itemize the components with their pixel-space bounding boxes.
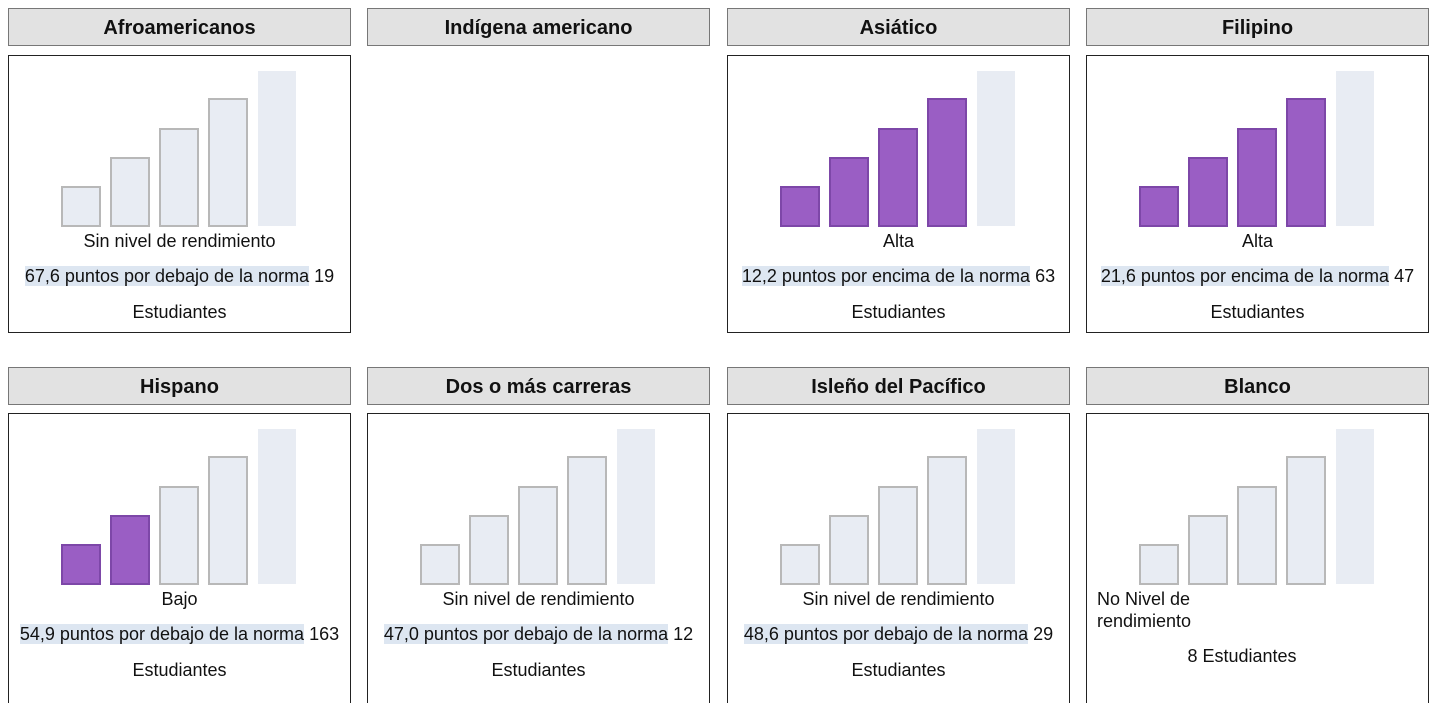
card-body: Alta 21,6 puntos por encima de la norma 4… xyxy=(1086,55,1429,333)
card-body: Alta 12,2 puntos por encima de la norma 6… xyxy=(727,55,1070,333)
gauge-bar xyxy=(208,98,248,227)
card-title: Filipino xyxy=(1086,8,1429,46)
gauge-bar xyxy=(258,429,296,584)
level-label: Sin nivel de rendimiento xyxy=(83,231,276,251)
card-body: No Nivel de rendimiento 8 Estudiantes xyxy=(1086,413,1429,703)
gauge-bar-filled xyxy=(829,157,869,227)
card-text: Alta 12,2 puntos por encima de la norma 6… xyxy=(738,230,1059,330)
card-title: Dos o más carreras xyxy=(367,367,710,405)
gauge-bar xyxy=(977,71,1015,226)
distance-label: 67,6 puntos por debajo de la norma xyxy=(24,266,310,286)
distance-label: 12,2 puntos por encima de la norma xyxy=(741,266,1031,286)
level-gauge xyxy=(420,429,655,585)
gauge-bar xyxy=(780,544,820,585)
level-gauge xyxy=(780,71,1015,227)
gauge-bar xyxy=(208,456,248,585)
detail-text: 47,0 puntos por debajo de la norma 12 Es… xyxy=(378,616,699,688)
card-body: Sin nivel de rendimiento 67,6 puntos por … xyxy=(8,55,351,333)
card-title: Indígena americano xyxy=(367,8,710,46)
student-count: 47 Estudiantes xyxy=(1210,266,1415,322)
gauge-bar xyxy=(420,544,460,585)
card-title: Isleño del Pacífico xyxy=(727,367,1070,405)
card-text: Bajo 54,9 puntos por debajo de la norma 1… xyxy=(19,588,340,688)
level-label: Sin nivel de rendimiento xyxy=(442,589,635,609)
level-gauge xyxy=(1139,71,1374,227)
page: Afroamericanos Sin nivel de rendimiento 67… xyxy=(8,8,1429,703)
level-gauge xyxy=(61,429,296,585)
level-label: No Nivel de rendimiento xyxy=(1097,589,1192,631)
card-body: Sin nivel de rendimiento 48,6 puntos por … xyxy=(727,413,1070,703)
gauge-bar xyxy=(258,71,296,226)
gauge-bar xyxy=(1139,544,1179,585)
level-gauge xyxy=(1139,429,1374,585)
card-text: Sin nivel de rendimiento 67,6 puntos por … xyxy=(19,230,340,330)
student-count: 29 Estudiantes xyxy=(851,624,1054,680)
detail-text: 67,6 puntos por debajo de la norma 19 Es… xyxy=(19,258,340,330)
distance-label: 47,0 puntos por debajo de la norma xyxy=(383,624,669,644)
gauge-bar xyxy=(977,429,1015,584)
student-count: 19 Estudiantes xyxy=(132,266,335,322)
detail-text: 8 Estudiantes xyxy=(1157,638,1327,674)
gauge-bar-filled xyxy=(1286,98,1326,227)
detail-text: 21,6 puntos por encima de la norma 47 Es… xyxy=(1097,258,1418,330)
gauge-bar-filled xyxy=(780,186,820,227)
detail-text: 12,2 puntos por encima de la norma 63 Es… xyxy=(738,258,1059,330)
card-body xyxy=(367,55,710,333)
gauge-bar-filled xyxy=(1139,186,1179,227)
distance-label: 21,6 puntos por encima de la norma xyxy=(1100,266,1390,286)
gauge-bar xyxy=(567,456,607,585)
gauge-bar xyxy=(110,157,150,227)
gauge-bar-filled xyxy=(1237,128,1277,227)
distance-label: 48,6 puntos por debajo de la norma xyxy=(743,624,1029,644)
student-count: 12 Estudiantes xyxy=(491,624,694,680)
card-text: Sin nivel de rendimiento 48,6 puntos por … xyxy=(738,588,1059,688)
gauge-bar xyxy=(61,186,101,227)
gauge-bar xyxy=(159,128,199,227)
gauge-bar xyxy=(1237,486,1277,585)
gauge-bar-filled xyxy=(1188,157,1228,227)
gauge-bar xyxy=(878,486,918,585)
level-label: Bajo xyxy=(161,589,198,609)
card-title: Asiático xyxy=(727,8,1070,46)
student-count: 63 Estudiantes xyxy=(851,266,1056,322)
level-gauge xyxy=(61,71,296,227)
student-count: 163 Estudiantes xyxy=(132,624,340,680)
gauge-bar xyxy=(469,515,509,585)
card-text: No Nivel de rendimiento 8 Estudiantes xyxy=(1097,588,1418,674)
level-label: Sin nivel de rendimiento xyxy=(802,589,995,609)
gauge-bar-filled xyxy=(61,544,101,585)
card-body: Bajo 54,9 puntos por debajo de la norma 1… xyxy=(8,413,351,703)
gauge-bar xyxy=(1336,429,1374,584)
gauge-bar xyxy=(1336,71,1374,226)
card-title: Hispano xyxy=(8,367,351,405)
detail-text: 48,6 puntos por debajo de la norma 29 Es… xyxy=(738,616,1059,688)
card-title: Blanco xyxy=(1086,367,1429,405)
card-body: Sin nivel de rendimiento 47,0 puntos por … xyxy=(367,413,710,703)
student-count: 8 Estudiantes xyxy=(1187,646,1297,666)
gauge-bar-filled xyxy=(927,98,967,227)
gauge-bar xyxy=(927,456,967,585)
gauge-bar-filled xyxy=(110,515,150,585)
card-title: Afroamericanos xyxy=(8,8,351,46)
card-text: Alta 21,6 puntos por encima de la norma 4… xyxy=(1097,230,1418,330)
distance-label: 54,9 puntos por debajo de la norma xyxy=(19,624,305,644)
detail-text: 54,9 puntos por debajo de la norma 163 E… xyxy=(19,616,340,688)
gauge-bar xyxy=(1286,456,1326,585)
gauge-bar xyxy=(617,429,655,584)
gauge-bar xyxy=(518,486,558,585)
gauge-bar-filled xyxy=(878,128,918,227)
gauge-bar xyxy=(1188,515,1228,585)
level-label: Alta xyxy=(1241,231,1274,251)
gauge-bar xyxy=(159,486,199,585)
card-text: Sin nivel de rendimiento 47,0 puntos por … xyxy=(378,588,699,688)
level-gauge xyxy=(780,429,1015,585)
level-label: Alta xyxy=(882,231,915,251)
gauge-bar xyxy=(829,515,869,585)
